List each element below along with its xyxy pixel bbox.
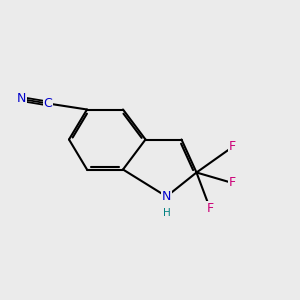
- Text: F: F: [206, 202, 214, 215]
- Text: F: F: [229, 176, 236, 190]
- Text: N: N: [16, 92, 26, 106]
- Text: N: N: [162, 190, 171, 203]
- Text: H: H: [163, 208, 170, 218]
- Text: F: F: [229, 140, 236, 154]
- Text: C: C: [44, 97, 52, 110]
